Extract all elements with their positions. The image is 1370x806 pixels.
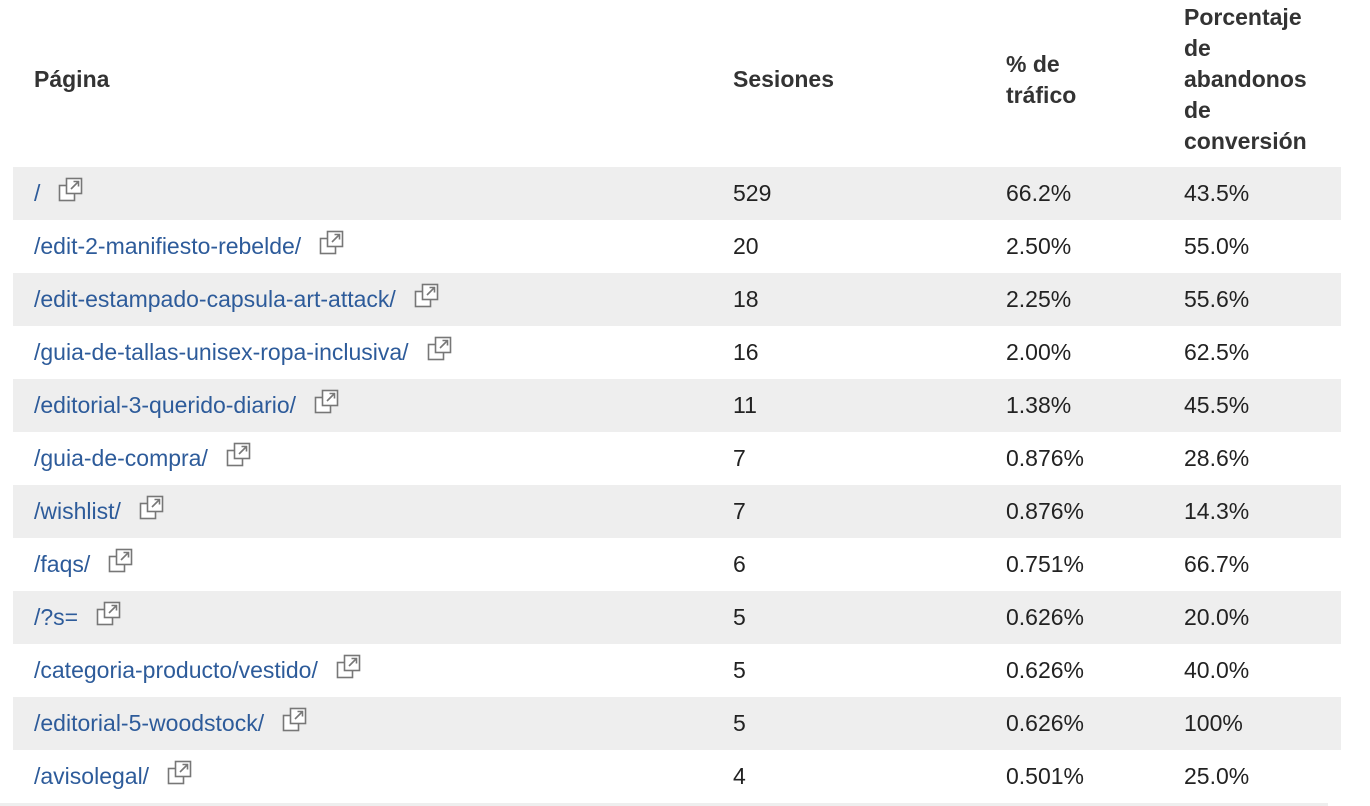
traffic-cell: 0.626% bbox=[1006, 657, 1085, 683]
abandon-rate-cell: 14.3% bbox=[1184, 498, 1250, 524]
page-cell: /faqs/ bbox=[34, 538, 134, 591]
page-link[interactable]: /editorial-3-querido-diario/ bbox=[34, 392, 297, 418]
sessions-cell: 18 bbox=[733, 286, 759, 312]
table-row: /editorial-5-woodstock/5 0.626% 100% bbox=[13, 697, 1341, 750]
abandon-rate-cell: 43.5% bbox=[1184, 180, 1250, 206]
column-header-abandon-rate[interactable]: Porcentaje de abandonos de conversión bbox=[1184, 4, 1307, 154]
traffic-cell: 2.00% bbox=[1006, 339, 1072, 365]
page-cell: /editorial-3-querido-diario/ bbox=[34, 379, 340, 432]
page-cell: /wishlist/ bbox=[34, 485, 165, 538]
page-cell: / bbox=[34, 167, 84, 220]
table-row: /wishlist/7 0.876% 14.3% bbox=[13, 485, 1341, 538]
traffic-cell: 0.876% bbox=[1006, 498, 1085, 524]
table-row: / 529 66.2% 43.5% bbox=[13, 167, 1341, 220]
page-link[interactable]: /edit-2-manifiesto-rebelde/ bbox=[34, 233, 302, 259]
abandon-rate-cell: 25.0% bbox=[1184, 763, 1250, 789]
page-cell: /edit-estampado-capsula-art-attack/ bbox=[34, 273, 440, 326]
table-row: /?s= 5 0.626% 20.0% bbox=[13, 591, 1341, 644]
column-header-traffic[interactable]: % de tráfico bbox=[1006, 51, 1077, 108]
abandon-rate-cell: 40.0% bbox=[1184, 657, 1250, 683]
abandon-rate-cell: 20.0% bbox=[1184, 604, 1250, 630]
external-link-icon[interactable] bbox=[108, 548, 134, 574]
sessions-cell: 5 bbox=[733, 657, 746, 683]
external-link-icon[interactable] bbox=[139, 495, 165, 521]
traffic-cell: 0.876% bbox=[1006, 445, 1085, 471]
table-bottom-divider bbox=[0, 803, 1328, 806]
table-body: / 529 66.2% 43.5% /edit-2-manifiesto-rebelde… bbox=[13, 167, 1341, 803]
page-link[interactable]: /edit-estampado-capsula-art-attack/ bbox=[34, 286, 396, 312]
abandon-rate-cell: 55.0% bbox=[1184, 233, 1250, 259]
sessions-cell: 5 bbox=[733, 604, 746, 630]
external-link-icon[interactable] bbox=[414, 283, 440, 309]
table-row: /guia-de-tallas-unisex-ropa-inclusiva/16… bbox=[13, 326, 1341, 379]
sessions-cell: 7 bbox=[733, 498, 746, 524]
abandon-rate-cell: 62.5% bbox=[1184, 339, 1250, 365]
abandon-rate-cell: 100% bbox=[1184, 710, 1243, 736]
table-row: /edit-2-manifiesto-rebelde/20 2.50% 55.0% bbox=[13, 220, 1341, 273]
traffic-cell: 0.626% bbox=[1006, 710, 1085, 736]
page-cell: /guia-de-compra/ bbox=[34, 432, 252, 485]
external-link-icon[interactable] bbox=[58, 177, 84, 203]
sessions-cell: 5 bbox=[733, 710, 746, 736]
abandon-rate-cell: 45.5% bbox=[1184, 392, 1250, 418]
page-link[interactable]: /avisolegal/ bbox=[34, 763, 150, 789]
abandon-rate-cell: 28.6% bbox=[1184, 445, 1250, 471]
external-link-icon[interactable] bbox=[427, 336, 453, 362]
page-link[interactable]: /?s= bbox=[34, 604, 79, 630]
page-link[interactable]: /categoria-producto/vestido/ bbox=[34, 657, 318, 683]
page-link[interactable]: / bbox=[34, 180, 41, 206]
page-cell: /categoria-producto/vestido/ bbox=[34, 644, 362, 697]
traffic-cell: 2.25% bbox=[1006, 286, 1072, 312]
page-link[interactable]: /faqs/ bbox=[34, 551, 91, 577]
traffic-cell: 0.501% bbox=[1006, 763, 1085, 789]
traffic-cell: 1.38% bbox=[1006, 392, 1072, 418]
external-link-icon[interactable] bbox=[336, 654, 362, 680]
external-link-icon[interactable] bbox=[282, 707, 308, 733]
traffic-cell: 2.50% bbox=[1006, 233, 1072, 259]
traffic-cell: 66.2% bbox=[1006, 180, 1072, 206]
page-cell: /?s= bbox=[34, 591, 122, 644]
page-link[interactable]: /wishlist/ bbox=[34, 498, 121, 524]
page-cell: /edit-2-manifiesto-rebelde/ bbox=[34, 220, 345, 273]
sessions-cell: 11 bbox=[733, 392, 757, 418]
sessions-cell: 4 bbox=[733, 763, 746, 789]
sessions-cell: 16 bbox=[733, 339, 759, 365]
traffic-cell: 0.626% bbox=[1006, 604, 1085, 630]
table-row: /edit-estampado-capsula-art-attack/18 2.2… bbox=[13, 273, 1341, 326]
sessions-cell: 20 bbox=[733, 233, 759, 259]
table-row: /faqs/6 0.751% 66.7% bbox=[13, 538, 1341, 591]
column-header-page[interactable]: Página bbox=[34, 66, 110, 92]
external-link-icon[interactable] bbox=[167, 760, 193, 786]
column-header-sessions[interactable]: Sesiones bbox=[733, 66, 834, 92]
page-link[interactable]: /guia-de-tallas-unisex-ropa-inclusiva/ bbox=[34, 339, 409, 365]
external-link-icon[interactable] bbox=[314, 389, 340, 415]
sessions-cell: 6 bbox=[733, 551, 746, 577]
external-link-icon[interactable] bbox=[319, 230, 345, 256]
sessions-cell: 7 bbox=[733, 445, 746, 471]
table-row: /avisolegal/4 0.501% 25.0% bbox=[13, 750, 1341, 803]
abandon-rate-cell: 55.6% bbox=[1184, 286, 1250, 312]
external-link-icon[interactable] bbox=[96, 601, 122, 627]
page-report-table: Página Sesiones % de tráfico Porcentaje … bbox=[13, 0, 1341, 803]
page-link[interactable]: /editorial-5-woodstock/ bbox=[34, 710, 265, 736]
page-cell: /guia-de-tallas-unisex-ropa-inclusiva/ bbox=[34, 326, 453, 379]
table-row: /categoria-producto/vestido/5 0.626% 40.0% bbox=[13, 644, 1341, 697]
external-link-icon[interactable] bbox=[226, 442, 252, 468]
page-cell: /avisolegal/ bbox=[34, 750, 193, 803]
page-cell: /editorial-5-woodstock/ bbox=[34, 697, 308, 750]
abandon-rate-cell: 66.7% bbox=[1184, 551, 1250, 577]
traffic-cell: 0.751% bbox=[1006, 551, 1085, 577]
table-header: Página Sesiones % de tráfico Porcentaje … bbox=[13, 0, 1341, 167]
table-row: /editorial-3-querido-diario/11 1.38% 45.5% bbox=[13, 379, 1341, 432]
page-link[interactable]: /guia-de-compra/ bbox=[34, 445, 208, 471]
sessions-cell: 529 bbox=[733, 180, 772, 206]
table-row: /guia-de-compra/7 0.876% 28.6% bbox=[13, 432, 1341, 485]
